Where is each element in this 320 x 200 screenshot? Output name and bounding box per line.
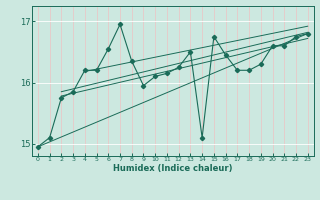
X-axis label: Humidex (Indice chaleur): Humidex (Indice chaleur) [113,164,233,173]
